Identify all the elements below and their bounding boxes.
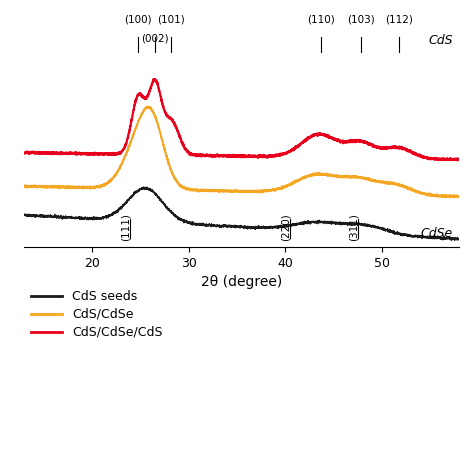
Text: (311): (311) [348,213,358,241]
Legend: CdS seeds, CdS/CdSe, CdS/CdSe/CdS: CdS seeds, CdS/CdSe, CdS/CdSe/CdS [31,290,163,339]
Text: (100): (100) [125,15,152,25]
Text: (220): (220) [281,214,291,241]
Text: (002): (002) [141,33,169,43]
Text: CdSe: CdSe [420,228,453,240]
Text: CdS: CdS [428,34,453,47]
Text: (103): (103) [347,15,375,25]
Text: (112): (112) [385,15,413,25]
Text: (101): (101) [157,15,185,25]
X-axis label: 2θ (degree): 2θ (degree) [201,275,283,289]
Text: (110): (110) [307,15,335,25]
Text: (111): (111) [120,213,130,241]
